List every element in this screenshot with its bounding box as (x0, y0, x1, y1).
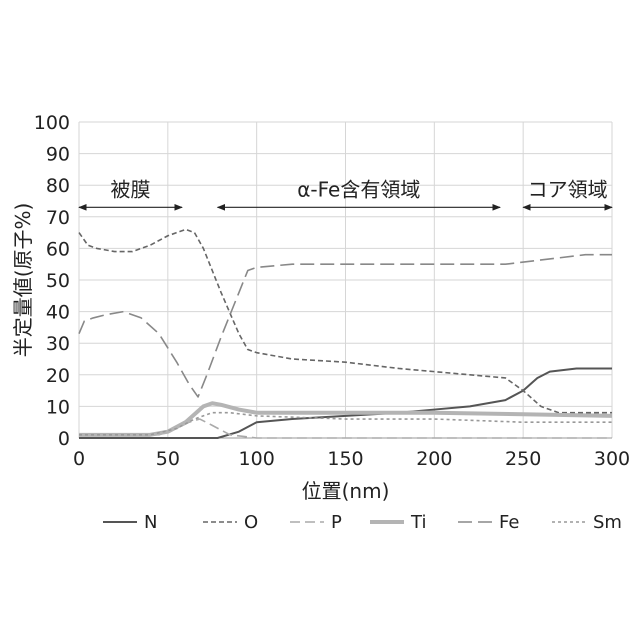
y-tick-label: 30 (46, 333, 70, 355)
region-label: コア領域 (528, 177, 608, 201)
legend-label-p: P (331, 512, 342, 533)
region-label: 被膜 (111, 177, 151, 201)
x-tick-label: 250 (505, 448, 541, 470)
y-tick-label: 70 (46, 207, 70, 229)
y-tick-label: 20 (46, 365, 70, 387)
x-tick-label: 0 (73, 448, 85, 470)
y-tick-label: 50 (46, 270, 70, 292)
legend-label-o: O (244, 512, 258, 533)
legend-label-sm: Sm (593, 512, 622, 533)
region-label: α-Fe含有領域 (297, 177, 420, 201)
legend-label-fe: Fe (499, 512, 519, 533)
x-tick-label: 150 (327, 448, 363, 470)
y-tick-label: 10 (46, 396, 70, 418)
y-tick-label: 100 (34, 112, 70, 134)
legend-label-ti: Ti (410, 512, 426, 533)
y-axis-label: 半定量値(原子%) (11, 203, 35, 358)
y-tick-label: 60 (46, 238, 70, 260)
y-tick-label: 40 (46, 302, 70, 324)
x-axis-label: 位置(nm) (302, 479, 390, 503)
x-tick-label: 300 (594, 448, 630, 470)
x-tick-label: 50 (156, 448, 180, 470)
x-tick-label: 200 (416, 448, 452, 470)
y-tick-label: 80 (46, 175, 70, 197)
grid-lines (79, 122, 612, 438)
y-tick-label: 90 (46, 144, 70, 166)
x-tick-label: 100 (239, 448, 275, 470)
legend-label-n: N (144, 512, 157, 533)
y-tick-label: 0 (58, 428, 70, 450)
